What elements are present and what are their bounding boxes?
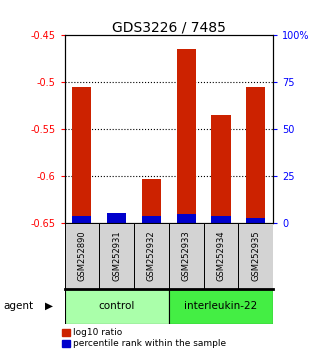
Bar bbox=[246, 218, 265, 223]
Text: GSM252931: GSM252931 bbox=[112, 230, 121, 281]
FancyBboxPatch shape bbox=[204, 223, 238, 289]
Bar bbox=[142, 216, 161, 223]
Text: GSM252934: GSM252934 bbox=[216, 230, 225, 281]
Bar bbox=[212, 216, 230, 223]
Text: ▶: ▶ bbox=[45, 301, 53, 311]
Text: control: control bbox=[99, 301, 135, 311]
Bar bbox=[177, 213, 196, 223]
FancyBboxPatch shape bbox=[65, 289, 169, 324]
Bar bbox=[212, 115, 230, 223]
FancyBboxPatch shape bbox=[65, 223, 99, 289]
FancyBboxPatch shape bbox=[238, 223, 273, 289]
FancyBboxPatch shape bbox=[169, 223, 204, 289]
Bar bbox=[177, 50, 196, 223]
Bar bbox=[72, 216, 91, 223]
Title: GDS3226 / 7485: GDS3226 / 7485 bbox=[112, 20, 226, 34]
FancyBboxPatch shape bbox=[99, 223, 134, 289]
Bar bbox=[142, 179, 161, 223]
Text: interleukin-22: interleukin-22 bbox=[184, 301, 258, 311]
Bar bbox=[107, 221, 126, 223]
Bar bbox=[246, 87, 265, 223]
Text: GSM252890: GSM252890 bbox=[77, 230, 86, 281]
Text: agent: agent bbox=[3, 301, 33, 311]
Text: GSM252933: GSM252933 bbox=[182, 230, 191, 281]
Bar bbox=[107, 213, 126, 223]
Text: GSM252935: GSM252935 bbox=[251, 230, 260, 281]
FancyBboxPatch shape bbox=[169, 289, 273, 324]
Legend: log10 ratio, percentile rank within the sample: log10 ratio, percentile rank within the … bbox=[63, 329, 226, 348]
FancyBboxPatch shape bbox=[134, 223, 169, 289]
Text: GSM252932: GSM252932 bbox=[147, 230, 156, 281]
Bar bbox=[72, 87, 91, 223]
